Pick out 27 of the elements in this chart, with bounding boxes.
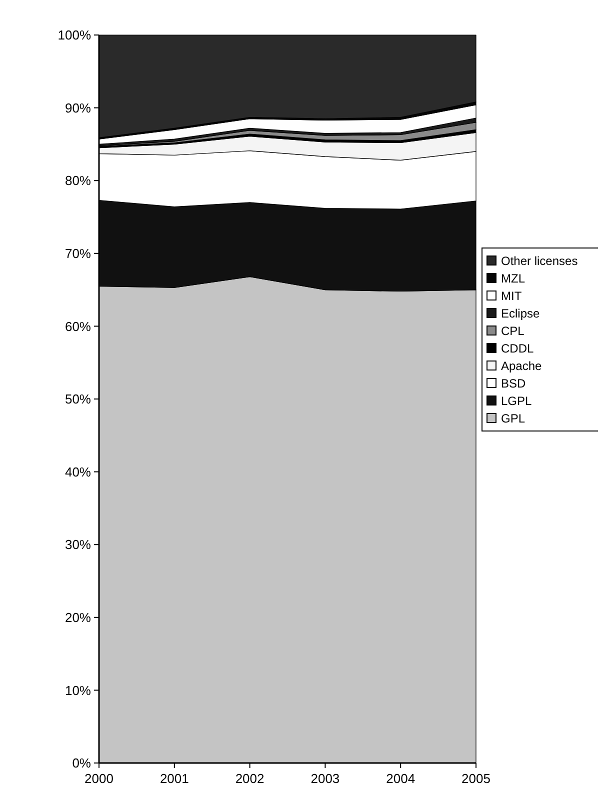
y-tick-label: 30% <box>64 537 92 552</box>
x-tick-label: 2005 <box>462 771 490 786</box>
legend-label: Apache <box>501 359 542 373</box>
legend-label: LGPL <box>501 394 532 408</box>
y-tick-label: 70% <box>64 246 92 261</box>
y-tick-label: 0% <box>72 756 92 771</box>
y-tick-label: 100% <box>58 28 92 43</box>
x-tick-label: 2004 <box>386 771 416 786</box>
legend-label: MIT <box>501 289 522 303</box>
y-tick-label: 50% <box>64 392 92 407</box>
x-tick-label: 2003 <box>310 771 340 786</box>
y-tick-label: 90% <box>64 100 92 116</box>
legend-label: GPL <box>501 412 526 426</box>
legend-label: Eclipse <box>501 306 540 320</box>
legend-label: BSD <box>501 376 526 390</box>
y-tick-label: 60% <box>64 318 92 334</box>
legend-label: CDDL <box>501 342 534 356</box>
y-tick-label: 10% <box>64 682 92 698</box>
x-tick-label: 2002 <box>235 771 264 786</box>
x-tick-label: 2001 <box>160 771 189 786</box>
legend-label: MZL <box>501 272 526 286</box>
legend-label: Other licenses <box>501 254 578 268</box>
legend-label: CPL <box>501 324 525 338</box>
y-tick-label: 20% <box>64 610 92 625</box>
x-tick-label: 2000 <box>84 771 114 786</box>
y-tick-label: 40% <box>64 464 92 480</box>
y-tick-label: 80% <box>64 173 92 188</box>
